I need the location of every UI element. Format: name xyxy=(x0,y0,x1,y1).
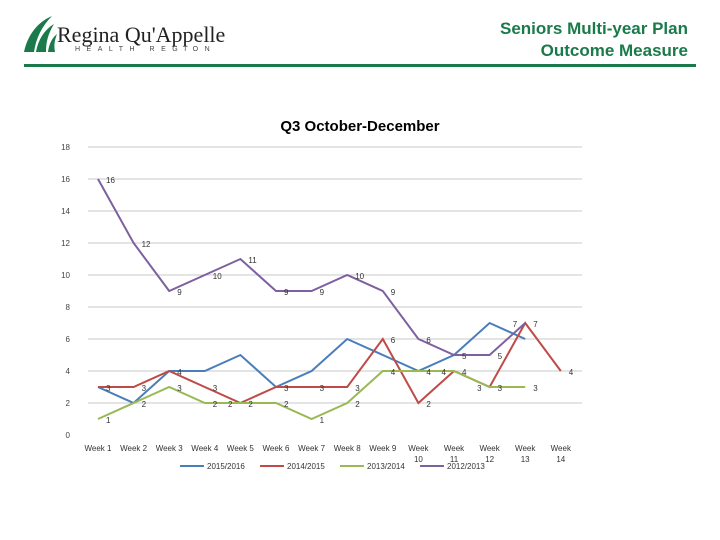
data-label: 2 xyxy=(142,400,147,409)
y-tick-label: 18 xyxy=(61,143,70,152)
series-line-2014/2015 xyxy=(98,321,562,405)
x-tick-label: Week 7 xyxy=(298,444,326,453)
x-tick-label: Week 3 xyxy=(156,444,184,453)
data-label: 4 xyxy=(462,368,467,377)
x-tick-label: Week 8 xyxy=(334,444,362,453)
data-label: 4 xyxy=(442,368,447,377)
x-tick-label: Week xyxy=(408,444,429,453)
logo-swoosh-icon xyxy=(24,16,57,52)
slide-title: Seniors Multi-year Plan Outcome Measure xyxy=(500,18,688,62)
data-label: 3 xyxy=(177,384,182,393)
data-label: 1 xyxy=(106,416,111,425)
y-tick-label: 10 xyxy=(61,271,70,280)
x-tick-label: Week 4 xyxy=(191,444,219,453)
y-tick-label: 0 xyxy=(66,431,71,440)
data-label: 2 xyxy=(228,400,233,409)
series-line-2012/2013 xyxy=(97,178,526,356)
y-tick-label: 16 xyxy=(61,175,70,184)
data-label: 7 xyxy=(533,320,538,329)
data-label: 4 xyxy=(391,368,396,377)
x-tick-label: Week 2 xyxy=(120,444,148,453)
logo-subtitle: HEALTH REGION xyxy=(75,46,217,53)
x-tick-label: 10 xyxy=(414,455,423,464)
series-line-2013/2014 xyxy=(97,370,526,421)
data-label: 1 xyxy=(320,416,325,425)
data-label: 5 xyxy=(462,352,467,361)
y-tick-label: 6 xyxy=(66,335,71,344)
data-label: 11 xyxy=(248,256,257,265)
legend-label: 2014/2015 xyxy=(287,462,325,471)
y-tick-label: 4 xyxy=(66,367,71,376)
x-tick-label: Week xyxy=(515,444,536,453)
data-label: 3 xyxy=(320,384,325,393)
data-label: 3 xyxy=(498,384,503,393)
data-label: 10 xyxy=(213,272,222,281)
data-label: 3 xyxy=(213,384,218,393)
header-divider xyxy=(24,64,696,67)
x-tick-label: Week xyxy=(479,444,500,453)
x-tick-label: Week 5 xyxy=(227,444,255,453)
x-tick-label: Week 9 xyxy=(369,444,397,453)
data-label: 3 xyxy=(355,384,360,393)
data-label: 4 xyxy=(177,368,182,377)
x-tick-label: 13 xyxy=(521,455,530,464)
x-tick-label: Week xyxy=(444,444,465,453)
data-label: 5 xyxy=(498,352,503,361)
data-label: 4 xyxy=(426,368,431,377)
x-tick-label: 14 xyxy=(556,455,565,464)
data-label: 2 xyxy=(355,400,360,409)
data-label: 3 xyxy=(533,384,538,393)
data-label: 10 xyxy=(355,272,364,281)
data-label: 2 xyxy=(213,400,218,409)
data-label: 3 xyxy=(106,384,111,393)
y-tick-label: 2 xyxy=(66,399,71,408)
y-tick-label: 12 xyxy=(61,239,70,248)
title-line-1: Seniors Multi-year Plan xyxy=(500,19,688,38)
data-label: 3 xyxy=(284,384,289,393)
x-tick-label: Week 6 xyxy=(263,444,291,453)
logo-name: Regina Qu'Appelle xyxy=(57,22,226,47)
data-label: 7 xyxy=(513,320,518,329)
data-label: 2 xyxy=(248,400,253,409)
legend-label: 2013/2014 xyxy=(367,462,405,471)
data-label: 9 xyxy=(320,288,325,297)
data-label: 9 xyxy=(284,288,289,297)
x-tick-label: 12 xyxy=(485,455,494,464)
y-tick-label: 14 xyxy=(61,207,70,216)
chart-title: Q3 October-December xyxy=(280,118,439,135)
x-tick-label: Week xyxy=(551,444,572,453)
title-line-2: Outcome Measure xyxy=(540,41,688,60)
data-label: 6 xyxy=(391,336,396,345)
data-label: 6 xyxy=(426,336,431,345)
data-label: 2 xyxy=(426,400,431,409)
data-label: 3 xyxy=(477,384,482,393)
data-label: 9 xyxy=(177,288,182,297)
x-tick-label: Week 1 xyxy=(85,444,113,453)
x-tick-label: 11 xyxy=(450,455,459,464)
legend-label: 2015/2016 xyxy=(207,462,245,471)
y-tick-label: 8 xyxy=(66,303,71,312)
data-label: 12 xyxy=(142,240,151,249)
data-label: 4 xyxy=(569,368,574,377)
data-label: 3 xyxy=(142,384,147,393)
data-label: 16 xyxy=(106,176,115,185)
legend-label: 2012/2013 xyxy=(447,462,485,471)
data-label: 2 xyxy=(284,400,289,409)
data-label: 9 xyxy=(391,288,396,297)
